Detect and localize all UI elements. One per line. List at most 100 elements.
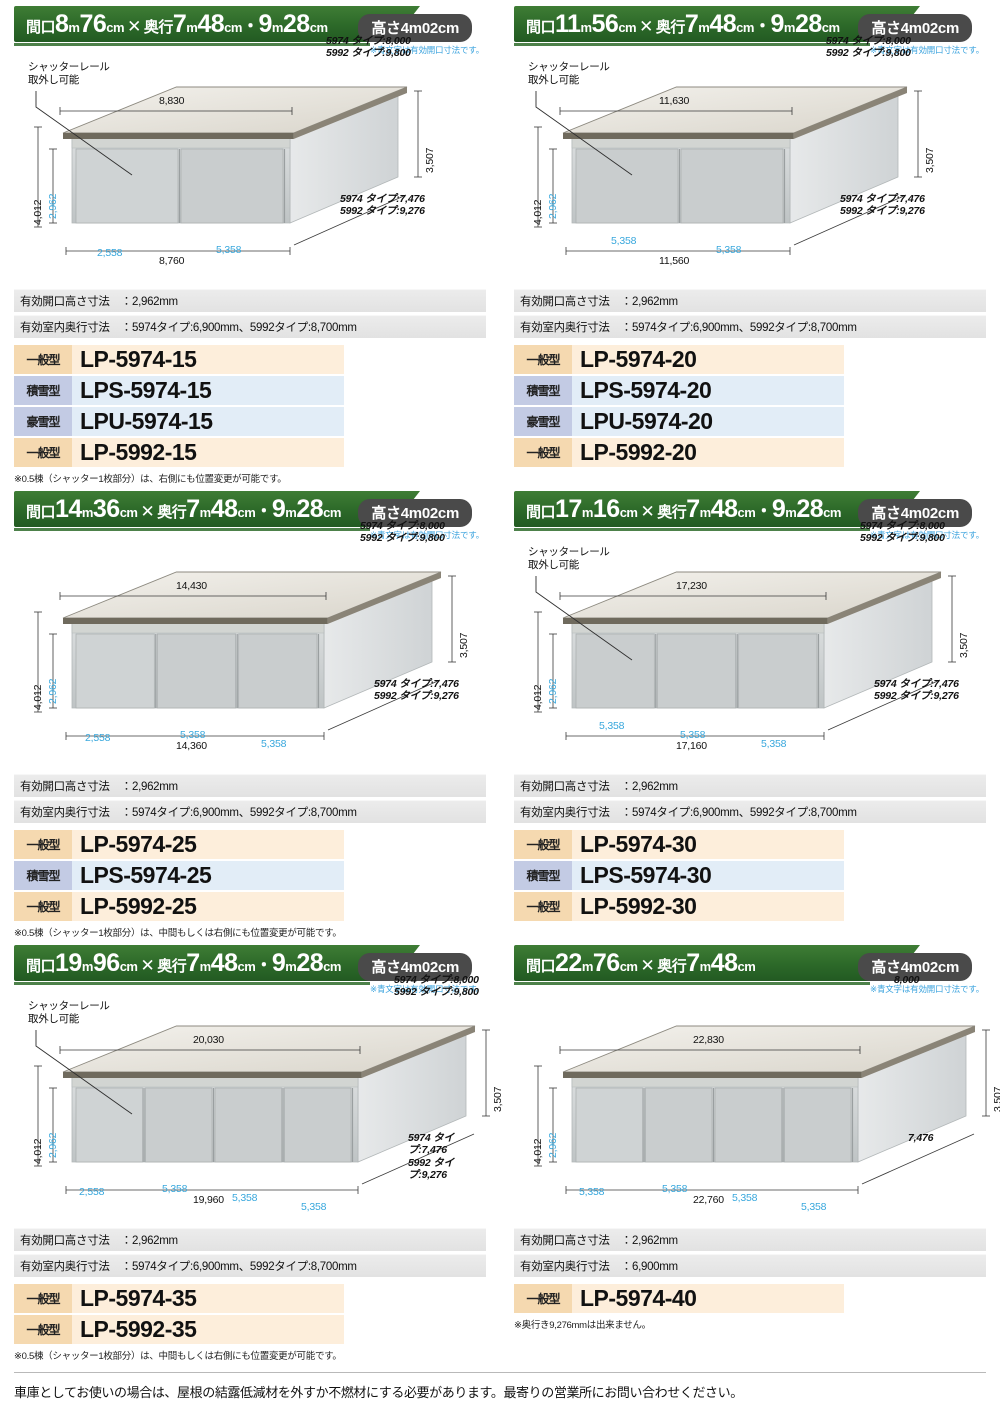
model-type-tag: 一般型 bbox=[14, 1284, 72, 1313]
model-row[interactable]: 豪雪型 LPU-5974-20 bbox=[514, 407, 844, 436]
dimension-lines-4 bbox=[34, 1029, 490, 1194]
effective-interior-depth-spec: 有効室内奥行寸法 ：5974タイプ:6,900mm、5992タイプ:8,700m… bbox=[514, 800, 986, 823]
shutter-callout-leader bbox=[535, 576, 633, 661]
model-row[interactable]: 積雪型 LPS-5974-25 bbox=[14, 861, 344, 890]
panel-note: ※0.5棟（シャッター1枚部分）は、中間もしくは右側にも位置変更が可能です。 bbox=[14, 928, 342, 939]
model-type-tag: 一般型 bbox=[14, 830, 72, 859]
height-badge: 高さ4m02cm bbox=[358, 953, 472, 981]
roof-depth-dimension: 5974 タイプ:8,000 5992 タイプ:9,800 bbox=[394, 974, 479, 999]
panel-note: ※0.5棟（シャッター1枚部分）は、中間もしくは右側にも位置変更が可能です。 bbox=[14, 1351, 342, 1362]
opening-height-dimension: 2,962 bbox=[47, 1132, 59, 1158]
model-number: LP-5974-30 bbox=[572, 830, 844, 859]
model-row[interactable]: 積雪型 LPS-5974-15 bbox=[14, 376, 344, 405]
height-badge: 高さ4m02cm bbox=[858, 14, 972, 42]
model-number: LPU-5974-15 bbox=[72, 407, 344, 436]
dimension-banner: 間口22m76cm ✕ 奥行7m48cm bbox=[514, 945, 894, 985]
bottom-width-dimension: 14,360 bbox=[176, 740, 207, 752]
dimension-lines-1 bbox=[534, 90, 922, 255]
shutter-rail-callout: シャッターレール 取外し可能 bbox=[528, 546, 610, 571]
roof-depth-dimension: 5974 タイプ:8,000 5992 タイプ:9,800 bbox=[860, 520, 945, 545]
model-type-tag: 豪雪型 bbox=[514, 407, 572, 436]
model-list: 一般型 LP-5974-35 一般型 LP-5992-35 bbox=[14, 1284, 486, 1344]
model-row[interactable]: 一般型 LP-5974-30 bbox=[514, 830, 844, 859]
model-row[interactable]: 一般型 LP-5974-35 bbox=[14, 1284, 344, 1313]
model-number: LP-5992-30 bbox=[572, 892, 844, 921]
model-row[interactable]: 豪雪型 LPU-5974-15 bbox=[14, 407, 344, 436]
dimension-banner-text: 間口14m36cm ✕ 奥行7m48cm・9m28cm bbox=[26, 494, 341, 523]
rear-height-dimension: 3,507 bbox=[458, 632, 470, 658]
opening-height-dimension: 2,962 bbox=[47, 678, 59, 704]
opening-dimension: 5,358 bbox=[801, 1201, 827, 1213]
shutter-rail-callout: シャッターレール 取外し可能 bbox=[28, 61, 110, 86]
model-number: LP-5992-35 bbox=[72, 1315, 344, 1344]
model-number: LP-5974-20 bbox=[572, 345, 844, 374]
banner-underline bbox=[14, 982, 370, 985]
opening-dimension: 5,358 bbox=[732, 1192, 758, 1204]
base-depth-dimension: 7,476 bbox=[908, 1132, 934, 1144]
effective-interior-depth-spec: 有効室内奥行寸法 ：5974タイプ:6,900mm、5992タイプ:8,700m… bbox=[514, 315, 986, 338]
model-row[interactable]: 一般型 LP-5974-15 bbox=[14, 345, 344, 374]
panel-grid: 間口8m76cm ✕ 奥行7m48cm・9m28cm 高さ4m02cm ※青文字は有… bbox=[0, 0, 1000, 1362]
diagram-area: シャッターレール 取外し可能 11,630 11,560 4,012 2,962… bbox=[514, 35, 986, 283]
model-number: LPS-5974-15 bbox=[72, 376, 344, 405]
blue-text-note: ※青文字は有効開口寸法です。 bbox=[870, 530, 984, 540]
model-row[interactable]: 積雪型 LPS-5974-30 bbox=[514, 861, 844, 890]
half-bay-dimension: 2,558 bbox=[97, 247, 123, 259]
roof-depth-dimension: 5974 タイプ:8,000 5992 タイプ:9,800 bbox=[360, 520, 445, 545]
model-type-tag: 一般型 bbox=[14, 345, 72, 374]
opening-dimension: 5,358 bbox=[232, 1192, 258, 1204]
model-row[interactable]: 一般型 LP-5974-40 bbox=[514, 1284, 844, 1313]
dimension-banner-text: 間口17m16cm ✕ 奥行7m48cm・9m28cm bbox=[526, 494, 841, 523]
model-type-tag: 積雪型 bbox=[14, 376, 72, 405]
effective-opening-height-spec: 有効開口高さ寸法 ：2,962mm bbox=[514, 774, 986, 797]
base-depth-dimension: 5974 タイプ:7,476 5992 タイプ:9,276 bbox=[874, 678, 959, 703]
model-number: LPS-5974-20 bbox=[572, 376, 844, 405]
half-bay-dimension: 2,558 bbox=[85, 732, 111, 744]
model-row[interactable]: 一般型 LP-5974-25 bbox=[14, 830, 344, 859]
panel-header: 間口17m16cm ✕ 奥行7m48cm・9m28cm 高さ4m02cm bbox=[514, 491, 986, 531]
garage-illustration-4 bbox=[62, 1025, 476, 1163]
diagram-area: 14,430 14,360 4,012 2,962 3,507 5974 タイプ… bbox=[14, 520, 486, 768]
dimension-banner: 間口14m36cm ✕ 奥行7m48cm・9m28cm bbox=[14, 491, 394, 531]
model-row[interactable]: 一般型 LP-5992-30 bbox=[514, 892, 844, 921]
opening-dimension: 5,358 bbox=[162, 1183, 188, 1195]
effective-interior-depth-spec: 有効室内奥行寸法 ：5974タイプ:6,900mm、5992タイプ:8,700m… bbox=[14, 800, 486, 823]
blue-text-note: ※青文字は有効開口寸法です。 bbox=[870, 45, 984, 55]
model-row[interactable]: 積雪型 LPS-5974-20 bbox=[514, 376, 844, 405]
effective-opening-height-spec: 有効開口高さ寸法 ：2,962mm bbox=[514, 1228, 986, 1251]
product-panel-3: 間口14m36cm ✕ 奥行7m48cm・9m28cm 高さ4m02cm ※青文字は… bbox=[0, 485, 500, 939]
base-depth-dimension: 5974 タイプ:7,476 5992 タイプ:9,276 bbox=[340, 193, 425, 218]
dimension-banner: 間口8m76cm ✕ 奥行7m48cm・9m28cm bbox=[14, 6, 394, 46]
half-bay-dimension: 2,558 bbox=[79, 1186, 105, 1198]
model-type-tag: 一般型 bbox=[14, 1315, 72, 1344]
effective-opening-height-spec: 有効開口高さ寸法 ：2,962mm bbox=[14, 289, 486, 312]
panel-header: 間口22m76cm ✕ 奥行7m48cm 高さ4m02cm bbox=[514, 945, 986, 985]
model-type-tag: 一般型 bbox=[514, 345, 572, 374]
overall-height-dimension: 4,012 bbox=[532, 684, 544, 710]
panel-header: 間口14m36cm ✕ 奥行7m48cm・9m28cm 高さ4m02cm bbox=[14, 491, 486, 531]
model-row[interactable]: 一般型 LP-5992-15 bbox=[14, 438, 344, 467]
model-type-tag: 積雪型 bbox=[514, 376, 572, 405]
garage-illustration-2 bbox=[62, 571, 442, 709]
model-row[interactable]: 一般型 LP-5992-20 bbox=[514, 438, 844, 467]
banner-underline bbox=[14, 43, 370, 46]
roof-depth-dimension: 8,000 bbox=[894, 974, 920, 986]
bottom-width-dimension: 19,960 bbox=[193, 1194, 224, 1206]
roof-depth-dimension: 5974 タイプ:8,000 5992 タイプ:9,800 bbox=[326, 35, 411, 60]
model-row[interactable]: 一般型 LP-5992-35 bbox=[14, 1315, 344, 1344]
model-type-tag: 一般型 bbox=[14, 438, 72, 467]
dimension-lines-2 bbox=[34, 575, 456, 740]
opening-dimension: 5,358 bbox=[680, 729, 706, 741]
overall-height-dimension: 4,012 bbox=[32, 684, 44, 710]
product-panel-5: 間口19m96cm ✕ 奥行7m48cm・9m28cm 高さ4m02cm ※青文字は… bbox=[0, 939, 504, 1362]
model-type-tag: 一般型 bbox=[514, 1284, 572, 1313]
model-row[interactable]: 一般型 LP-5974-20 bbox=[514, 345, 844, 374]
model-row[interactable]: 一般型 LP-5992-25 bbox=[14, 892, 344, 921]
model-list: 一般型 LP-5974-40 bbox=[514, 1284, 986, 1313]
model-number: LP-5992-20 bbox=[572, 438, 844, 467]
rear-height-dimension: 3,507 bbox=[958, 632, 970, 658]
opening-dimension: 5,358 bbox=[611, 235, 637, 247]
dimension-lines-3 bbox=[534, 575, 956, 740]
effective-opening-height-spec: 有効開口高さ寸法 ：2,962mm bbox=[14, 774, 486, 797]
model-list: 一般型 LP-5974-25 積雪型 LPS-5974-25 一般型 LP-59… bbox=[14, 830, 486, 921]
